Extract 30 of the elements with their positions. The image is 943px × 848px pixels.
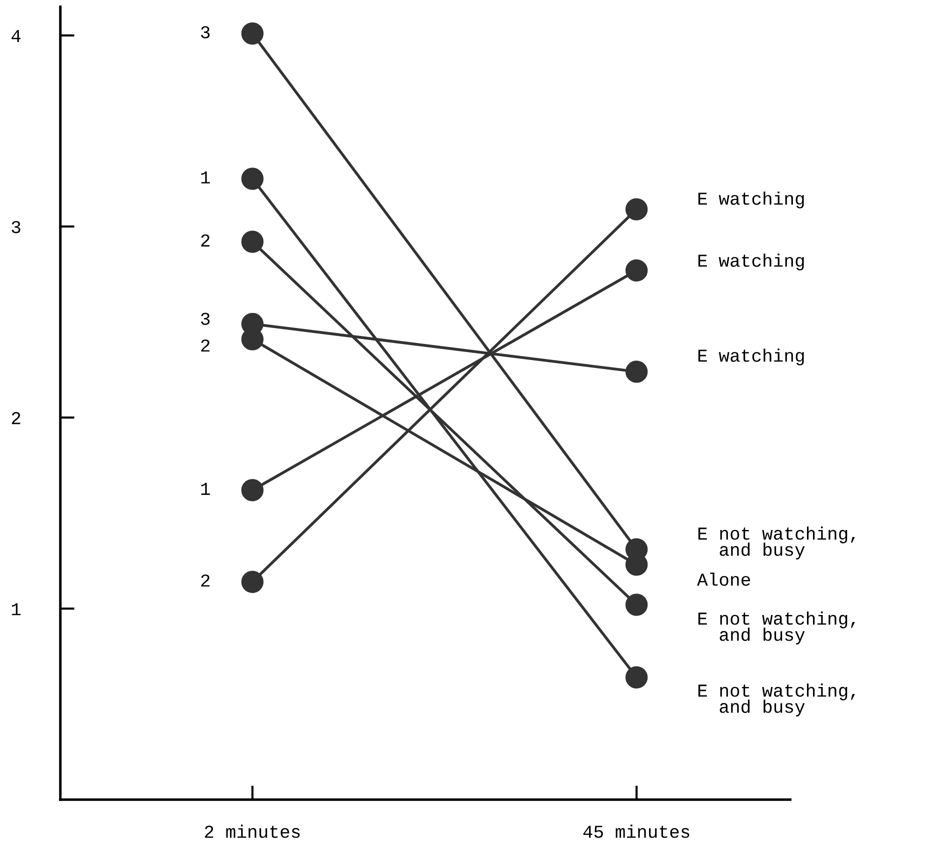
annotation: Alone <box>697 572 750 586</box>
point <box>241 230 264 253</box>
point <box>241 168 264 190</box>
y-tick-label: 2 <box>12 412 20 424</box>
point <box>625 198 648 220</box>
point <box>625 259 648 282</box>
annotation: E not watching, and busy <box>698 611 855 645</box>
point <box>241 570 264 593</box>
annotation: E watching <box>698 254 804 270</box>
point <box>241 22 264 45</box>
annotation: E watching <box>698 348 804 366</box>
annotation: 2 <box>201 574 210 587</box>
x-tick-label: 45 minutes <box>583 824 690 838</box>
point <box>625 666 648 688</box>
annotation: 1 <box>201 172 210 184</box>
point <box>241 479 264 502</box>
y-tick-label: 4 <box>12 30 21 42</box>
annotation: 2 <box>201 234 210 246</box>
annotation: E not watching, and busy <box>698 683 855 717</box>
point <box>625 594 648 616</box>
annotation: 3 <box>201 26 210 38</box>
annotation: E watching <box>698 192 804 208</box>
y-tick-label: 3 <box>12 220 20 234</box>
y-tick-label: 1 <box>12 603 21 616</box>
x-tick-label: 2 minutes <box>204 824 300 838</box>
annotation: 2 <box>201 339 210 352</box>
annotation: 3 <box>201 312 210 325</box>
annotation: E not watching, and busy <box>698 526 855 560</box>
point <box>625 360 648 383</box>
annotation: 1 <box>201 482 210 495</box>
